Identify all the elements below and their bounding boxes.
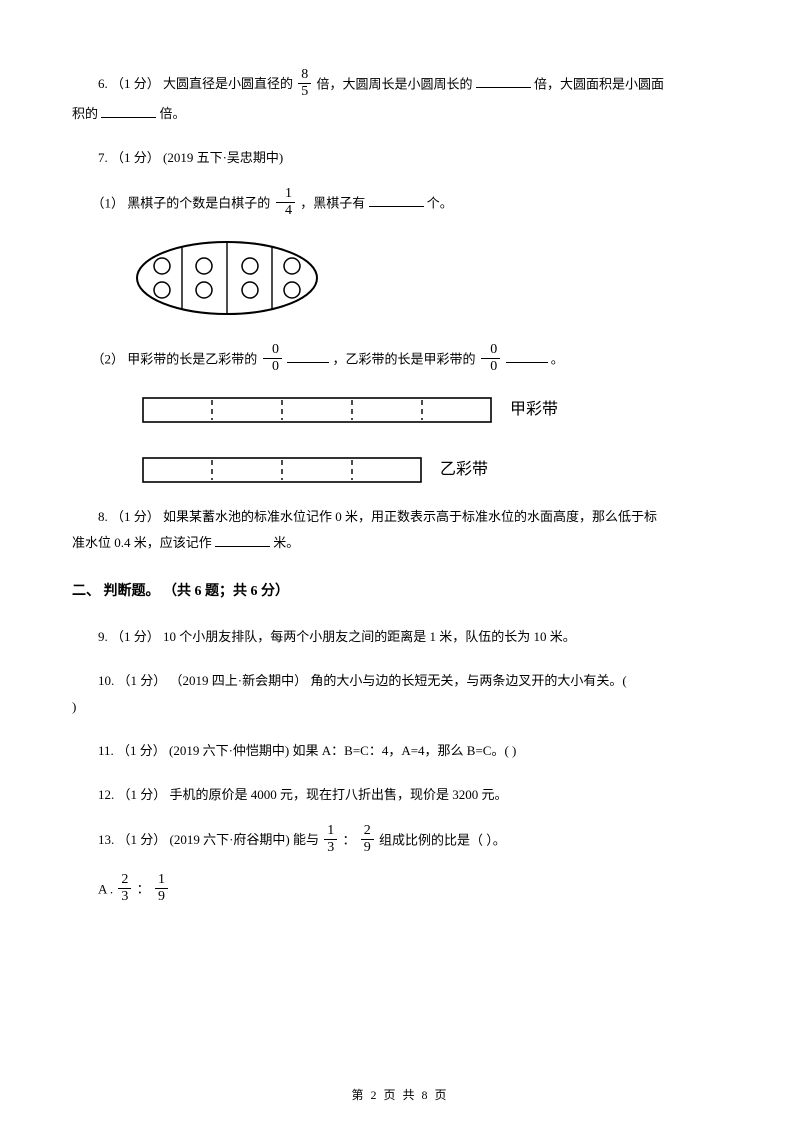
- q6-text-a: 6. （1 分） 大圆直径是小圆直径的: [72, 71, 293, 97]
- q7-2-b: ，乙彩带的长是甲彩带的: [333, 351, 476, 366]
- q13-b: 组成比例的比是（ ）。: [379, 832, 506, 847]
- question-7-2: （2） 甲彩带的长是乙彩带的 0 0 ，乙彩带的长是甲彩带的 0 0 。: [85, 345, 728, 376]
- q13-a: 13. （1 分） (2019 六下·府谷期中) 能与: [72, 827, 319, 853]
- q10-b: ): [72, 699, 76, 714]
- oval-diagram: [132, 238, 728, 327]
- q7-2-a: （2） 甲彩带的长是乙彩带的: [92, 351, 258, 366]
- page-footer: 第 2 页 共 8 页: [0, 1083, 800, 1107]
- q6-text-b: 倍，大圆周长是小圆周长的: [317, 76, 473, 91]
- question-11: 11. （1 分） (2019 六下·仲恺期中) 如果 A：B=C：4，A=4，…: [72, 738, 728, 764]
- q8-c: 米。: [273, 535, 299, 550]
- fraction-1-3: 1 3: [324, 824, 337, 855]
- q6-text-c: 倍，大圆面积是小圆面: [534, 76, 664, 91]
- fraction-1-4: 1 4: [276, 187, 296, 218]
- blank-3[interactable]: [369, 194, 424, 207]
- blank-6[interactable]: [215, 534, 270, 547]
- opt-a-label: A .: [98, 881, 116, 896]
- fraction-1-9: 1 9: [155, 873, 168, 904]
- ribbon-1-label: 甲彩带: [510, 394, 558, 426]
- opt-a-colon: ：: [137, 881, 153, 896]
- question-12: 12. （1 分） 手机的原价是 4000 元，现在打八折出售，现价是 3200…: [72, 782, 728, 808]
- fraction-2-9: 2 9: [361, 824, 374, 855]
- blank-4[interactable]: [287, 350, 329, 363]
- question-8: 8. （1 分） 如果某蓄水池的标准水位记作 0 米，用正数表示高于标准水位的水…: [72, 504, 728, 556]
- fraction-8-5: 8 5: [298, 68, 311, 99]
- ribbon-diagram: 甲彩带 乙彩带: [142, 394, 728, 486]
- option-a[interactable]: A . 2 3 ： 1 9: [98, 875, 728, 906]
- blank-5[interactable]: [506, 350, 548, 363]
- question-6: 6. （1 分） 大圆直径是小圆直径的 8 5 倍，大圆周长是小圆周长的 倍，大…: [72, 70, 728, 127]
- q10-a: 10. （1 分） （2019 四上·新会期中） 角的大小与边的长短无关，与两条…: [72, 668, 627, 694]
- fraction-2-3: 2 3: [118, 873, 131, 904]
- blank-1[interactable]: [476, 75, 531, 88]
- q7-1-c: 个。: [427, 195, 453, 210]
- q8-a: 8. （1 分） 如果某蓄水池的标准水位记作 0 米，用正数表示高于标准水位的水…: [72, 504, 657, 530]
- question-7-1: （1） 黑棋子的个数是白棋子的 1 4 ，黑棋子有 个。: [85, 189, 728, 220]
- question-13: 13. （1 分） (2019 六下·府谷期中) 能与 1 3 ： 2 9 组成…: [72, 826, 728, 857]
- q7-2-c: 。: [551, 351, 564, 366]
- question-7-head: 7. （1 分） (2019 五下·吴忠期中): [72, 145, 728, 171]
- section-2-title: 二、 判断题。 （共 6 题；共 6 分）: [72, 578, 728, 606]
- q6-line2-b: 倍。: [160, 106, 186, 121]
- question-9: 9. （1 分） 10 个小朋友排队，每两个小朋友之间的距离是 1 米，队伍的长…: [72, 624, 728, 650]
- fraction-0-0-a: 0 0: [263, 343, 283, 374]
- fraction-0-0-b: 0 0: [481, 343, 501, 374]
- ribbon-2-label: 乙彩带: [440, 454, 488, 486]
- q6-line2-a: 积的: [72, 106, 98, 121]
- q7-1-a: （1） 黑棋子的个数是白棋子的: [92, 195, 274, 210]
- question-10: 10. （1 分） （2019 四上·新会期中） 角的大小与边的长短无关，与两条…: [72, 668, 728, 720]
- q13-colon: ：: [343, 832, 359, 847]
- q7-1-b: ，黑棋子有: [300, 195, 365, 210]
- q8-b: 准水位 0.4 米，应该记作: [72, 535, 212, 550]
- blank-2[interactable]: [101, 105, 156, 118]
